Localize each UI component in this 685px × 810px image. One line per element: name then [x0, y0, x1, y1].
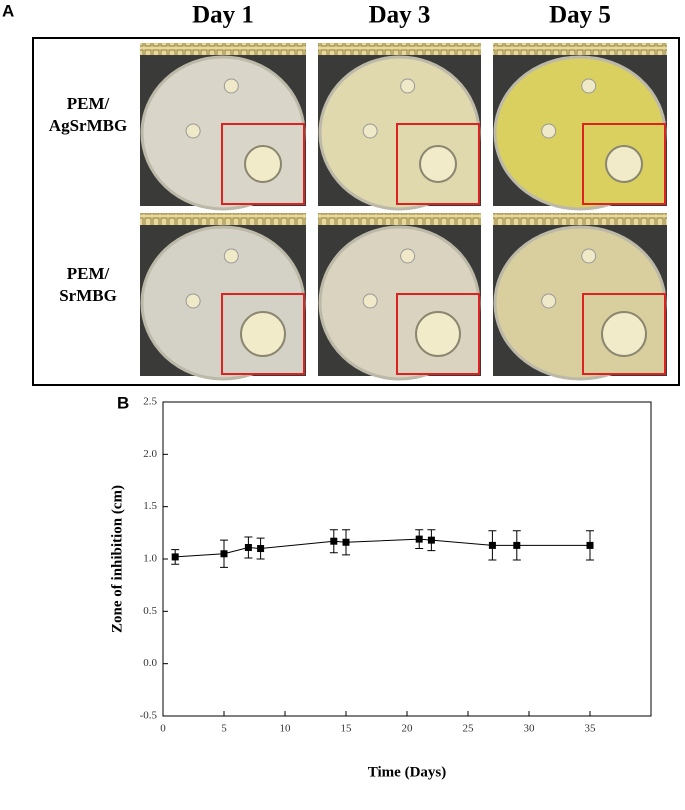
column-header: Day 1: [192, 2, 254, 29]
marker: [244, 543, 252, 551]
x-tick-label: 25: [463, 723, 475, 735]
y-tick-label: 2.0: [143, 448, 157, 460]
disc: [223, 248, 239, 264]
row-label: PEM/: [67, 264, 110, 283]
marker: [415, 535, 423, 543]
panel-label: A: [2, 1, 14, 20]
panel-label: B: [117, 393, 129, 412]
x-tick-label: 5: [221, 723, 227, 735]
marker: [427, 536, 435, 544]
marker: [171, 553, 179, 561]
marker: [488, 541, 496, 549]
inset-disc: [419, 145, 457, 183]
inset-disc: [601, 311, 647, 357]
x-tick-label: 0: [160, 723, 166, 735]
x-axis-title: Time (Days): [368, 764, 446, 780]
y-tick-label: 0.0: [143, 657, 157, 669]
panel-a-frame: [32, 37, 680, 386]
ruler: [318, 43, 481, 55]
disc: [185, 123, 201, 139]
marker: [220, 550, 228, 558]
disc: [185, 293, 201, 309]
disc: [541, 293, 557, 309]
ruler: [140, 43, 306, 55]
y-tick-label: -0.5: [140, 710, 158, 722]
x-tick-label: 35: [585, 723, 597, 735]
x-tick-label: 15: [341, 723, 353, 735]
disc: [223, 78, 239, 94]
x-tick-label: 30: [524, 723, 536, 735]
row-label: AgSrMBG: [49, 116, 127, 135]
y-tick-label: 0.5: [143, 605, 157, 617]
ruler: [493, 43, 667, 55]
inset-disc: [244, 145, 282, 183]
ruler: [493, 213, 667, 225]
disc: [581, 248, 597, 264]
x-tick-label: 10: [280, 723, 292, 735]
marker: [257, 545, 265, 553]
disc: [581, 78, 597, 94]
y-tick-label: 2.5: [143, 396, 157, 408]
plot-frame: [162, 401, 652, 717]
marker: [342, 538, 350, 546]
row-label: PEM/: [67, 94, 110, 113]
y-axis-title: Zone of inhibition (cm): [109, 485, 125, 633]
y-tick-label: 1.5: [143, 500, 157, 512]
inset: [396, 123, 480, 205]
x-tick-label: 20: [402, 723, 414, 735]
series-line: [175, 538, 590, 558]
photo-grid: [140, 43, 667, 381]
inset-disc: [605, 145, 643, 183]
ruler: [140, 213, 306, 225]
inset-disc: [240, 311, 286, 357]
inset-disc: [415, 311, 461, 357]
column-header: Day 3: [369, 2, 431, 29]
marker: [330, 537, 338, 545]
column-header: Day 5: [549, 2, 611, 29]
marker: [513, 541, 521, 549]
ruler: [318, 213, 481, 225]
y-tick-label: 1.0: [143, 553, 157, 565]
disc: [400, 78, 416, 94]
disc: [362, 293, 378, 309]
row-label: SrMBG: [59, 286, 117, 305]
disc: [400, 248, 416, 264]
marker: [586, 541, 594, 549]
disc: [362, 123, 378, 139]
disc: [541, 123, 557, 139]
